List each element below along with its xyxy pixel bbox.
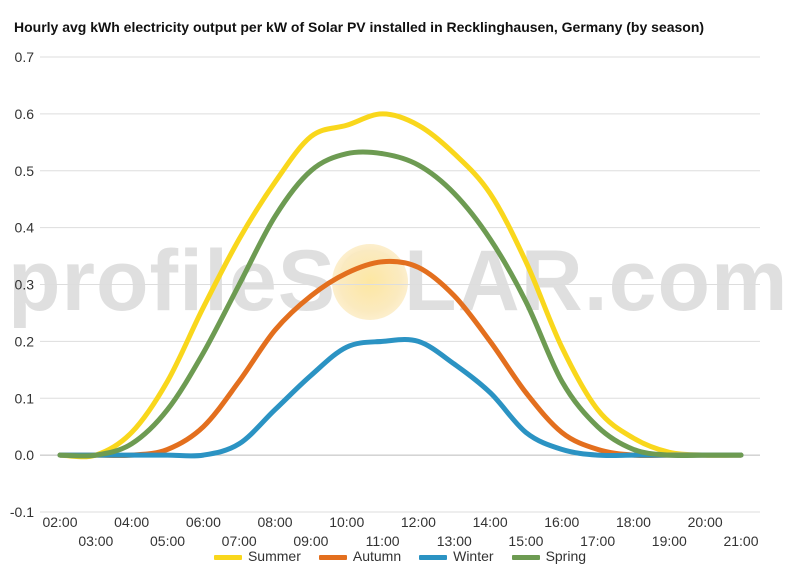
- x-tick-label: 18:00: [616, 514, 651, 530]
- legend-swatch: [511, 554, 540, 560]
- watermark-sun-icon: [332, 244, 408, 320]
- x-tick-label: 07:00: [222, 533, 257, 549]
- series-line-summer: [57, 111, 744, 460]
- x-tick-label: 19:00: [652, 533, 687, 549]
- legend-swatch: [318, 554, 347, 560]
- x-tick-label: 10:00: [329, 514, 364, 530]
- legend-item-winter[interactable]: Winter: [419, 548, 494, 564]
- y-tick-label: 0.6: [15, 106, 35, 122]
- x-tick-label: 21:00: [723, 533, 758, 549]
- y-tick-label: 0.2: [15, 333, 35, 349]
- x-tick-label: 09:00: [293, 533, 328, 549]
- x-tick-label: 04:00: [114, 514, 149, 530]
- legend-swatch: [419, 554, 448, 560]
- y-tick-label: 0.0: [15, 447, 35, 463]
- x-tick-label: 06:00: [186, 514, 221, 530]
- series-line-winter: [57, 336, 744, 459]
- y-tick-label: 0.1: [15, 390, 35, 406]
- x-tick-label: 16:00: [544, 514, 579, 530]
- x-tick-label: 14:00: [473, 514, 508, 530]
- y-tick-label: 0.3: [15, 277, 35, 293]
- legend-label: Summer: [247, 548, 301, 564]
- y-tick-label: 0.4: [15, 220, 35, 236]
- x-tick-label: 03:00: [78, 533, 113, 549]
- x-tick-label: 17:00: [580, 533, 615, 549]
- chart-legend: Summer Autumn Winter Spring: [0, 548, 800, 564]
- legend-label: Spring: [545, 548, 587, 564]
- x-tick-label: 11:00: [366, 533, 400, 549]
- x-tick-label: 15:00: [508, 533, 543, 549]
- x-tick-label: 12:00: [401, 514, 436, 530]
- series-line-autumn: [57, 258, 744, 459]
- legend-swatch: [213, 554, 242, 560]
- legend-label: Autumn: [352, 548, 402, 564]
- series-line-spring: [57, 149, 744, 459]
- legend-item-autumn[interactable]: Autumn: [318, 548, 402, 564]
- legend-label: Winter: [453, 548, 494, 564]
- legend-item-spring[interactable]: Spring: [511, 548, 587, 564]
- x-tick-label: 20:00: [688, 514, 723, 530]
- y-tick-label: -0.1: [10, 504, 34, 520]
- legend-item-summer[interactable]: Summer: [213, 548, 301, 564]
- x-tick-label: 13:00: [437, 533, 472, 549]
- x-tick-label: 02:00: [42, 514, 77, 530]
- x-tick-label: 05:00: [150, 533, 185, 549]
- x-tick-label: 08:00: [258, 514, 293, 530]
- chart-title: Hourly avg kWh electricity output per kW…: [14, 19, 705, 35]
- y-tick-label: 0.7: [15, 49, 35, 65]
- y-tick-label: 0.5: [15, 163, 35, 179]
